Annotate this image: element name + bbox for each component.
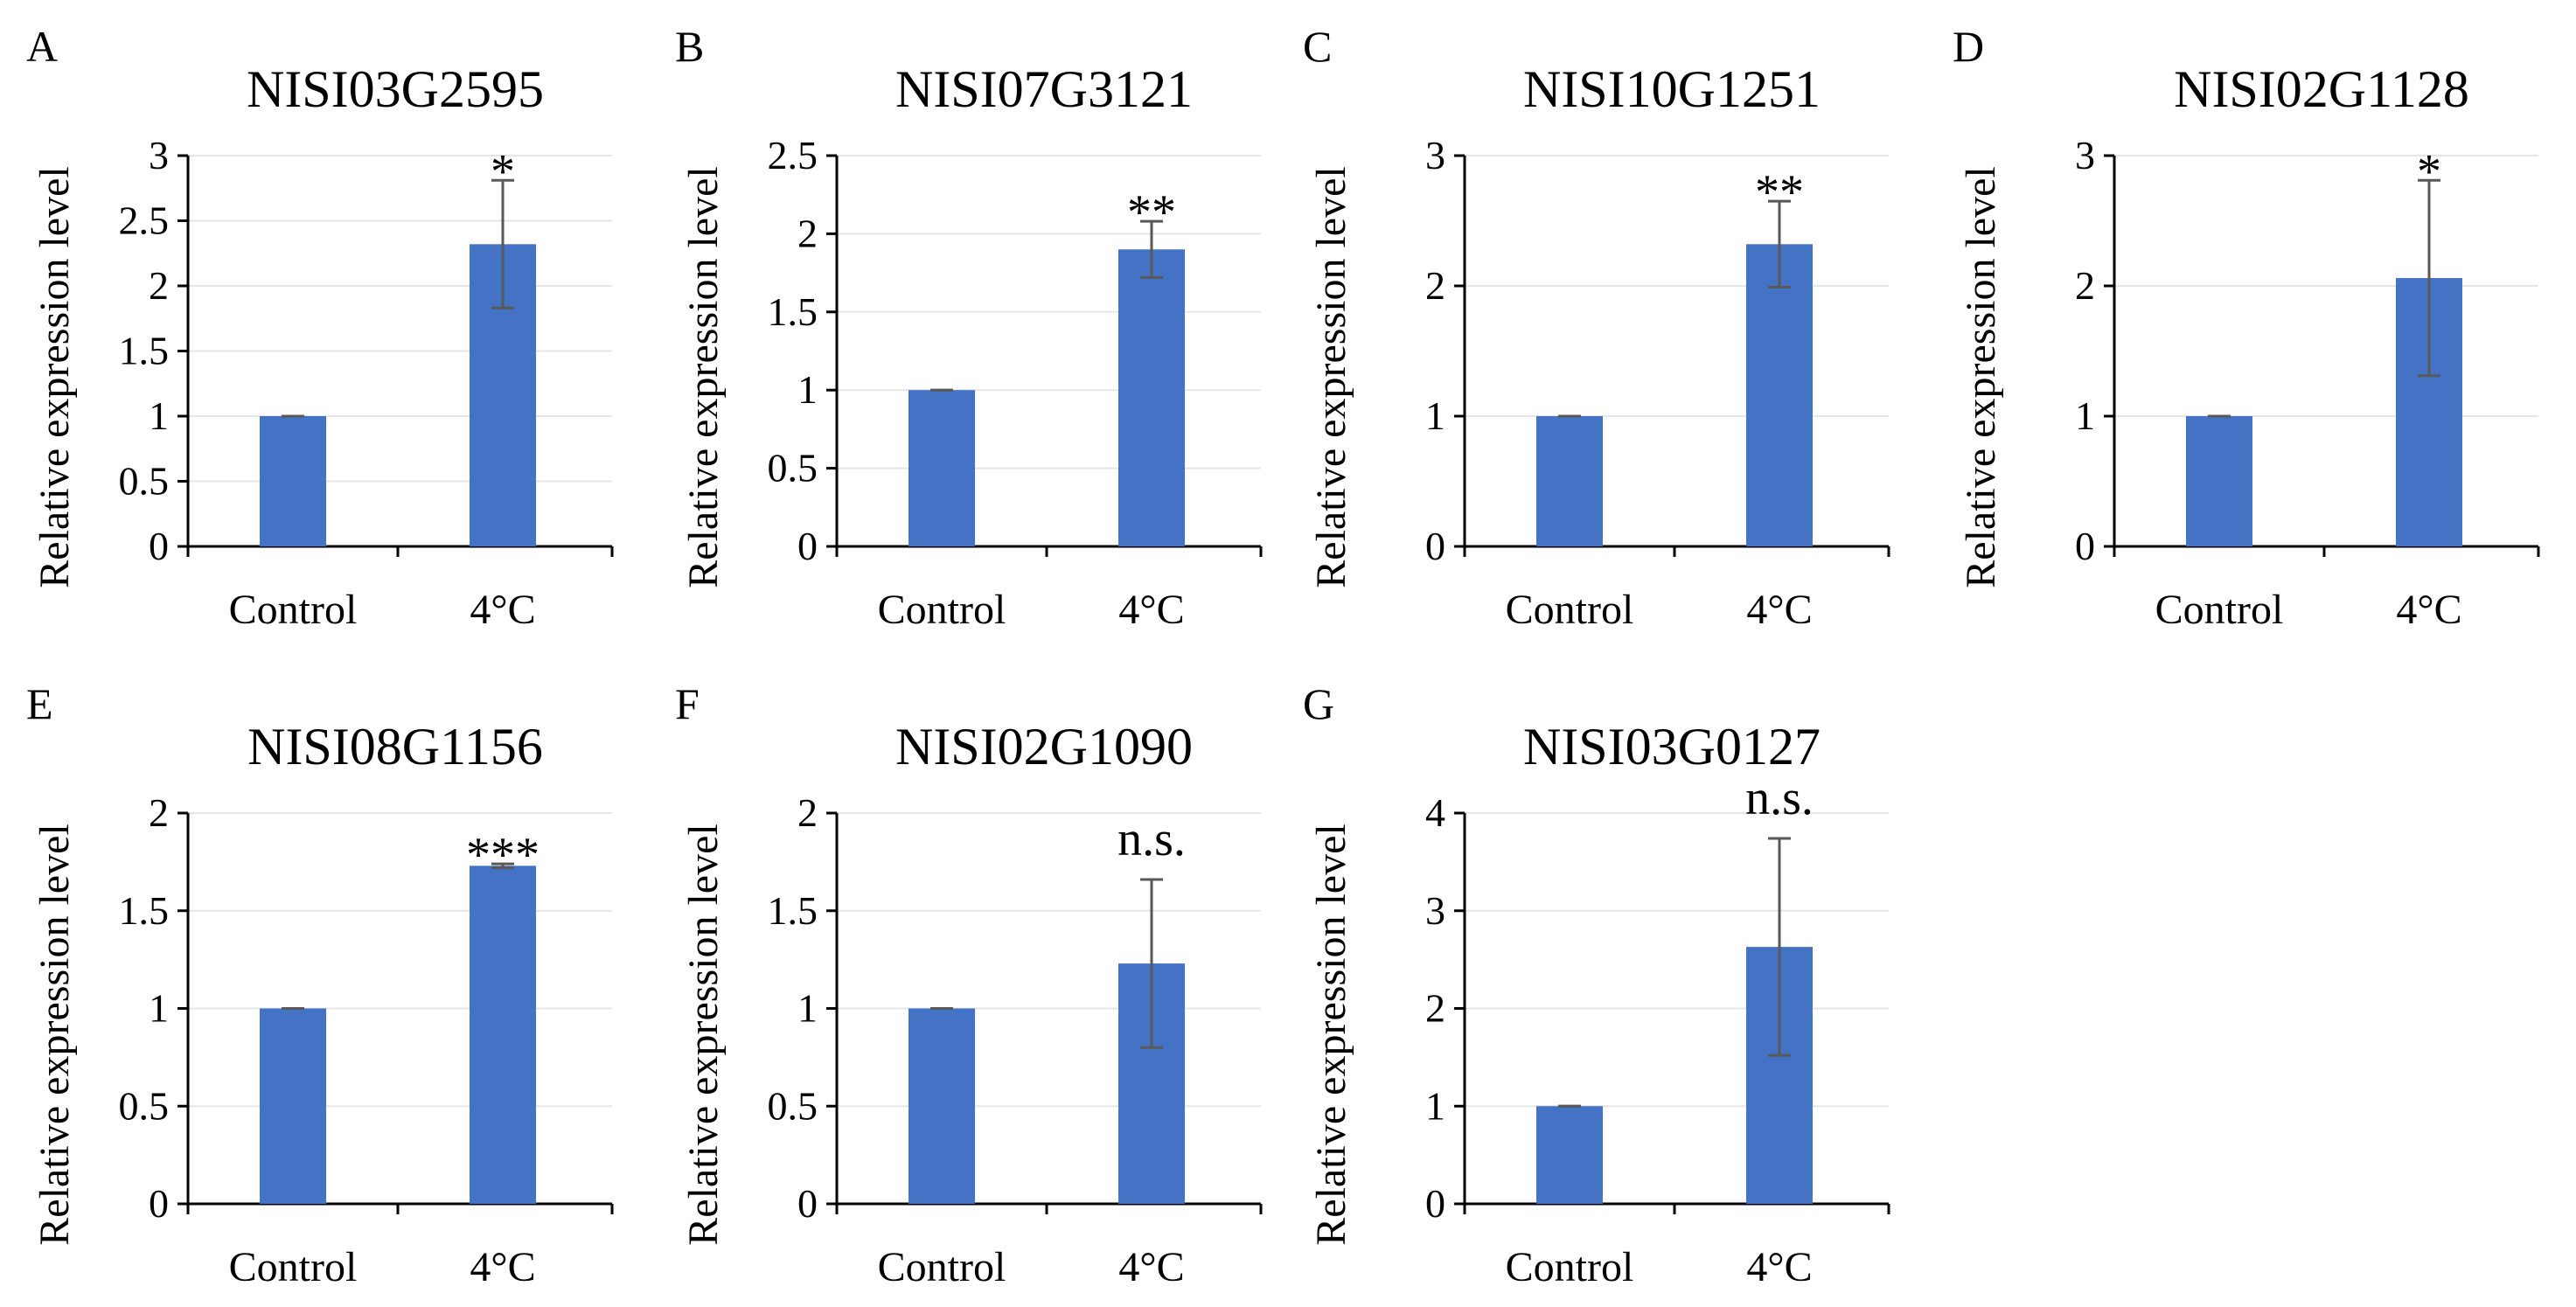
y-tick-label: 0 xyxy=(149,1181,169,1226)
y-tick-label: 2 xyxy=(149,790,169,835)
y-tick-label: 0 xyxy=(149,524,169,568)
bar-control xyxy=(260,1008,326,1204)
x-category-label: 4°C xyxy=(1746,1244,1812,1290)
x-category-label: 4°C xyxy=(1118,1244,1184,1290)
x-category-label: 4°C xyxy=(1118,587,1184,633)
panel-letter: G xyxy=(1303,679,1334,728)
significance-label: * xyxy=(2417,144,2441,198)
x-category-label: Control xyxy=(1506,587,1634,633)
chart-title: NISI10G1251 xyxy=(1523,60,1821,118)
chart-panel-f: 0 0.5 1 1.5 2 Control 4°C n.s. NISI02G1090 F Relat… xyxy=(675,679,1263,1290)
significance-label: ** xyxy=(1755,165,1804,219)
x-category-label: Control xyxy=(1506,1244,1634,1290)
y-tick-label: 3 xyxy=(1425,888,1445,933)
y-axis-title: Relative expression level xyxy=(31,166,78,588)
chart-panel-d: 0 1 2 3 Control 4°C * NISI02G1128 D Relative expr… xyxy=(1953,22,2540,633)
y-tick-label: 1.5 xyxy=(119,329,170,373)
chart-panel-g: 0 1 2 3 4 Control 4°C n.s.NISI03G0127 G Relative … xyxy=(1303,679,1890,1290)
y-axis-title: Relative expression level xyxy=(1958,166,2004,588)
y-tick-label: 2.5 xyxy=(119,198,170,243)
y-tick-label: 0 xyxy=(2075,524,2095,568)
y-axis-title: Relative expression level xyxy=(1308,166,1354,588)
bar-control xyxy=(909,1008,975,1204)
y-tick-label: 1 xyxy=(2075,393,2095,438)
y-tick-label: 2 xyxy=(2075,263,2095,308)
y-tick-label: 1 xyxy=(149,986,169,1031)
y-tick-label: 1 xyxy=(149,393,169,438)
panel-letter: D xyxy=(1953,22,1984,71)
y-tick-label: 0.5 xyxy=(768,446,818,490)
y-tick-label: 2.5 xyxy=(768,133,818,177)
x-category-label: Control xyxy=(878,587,1006,633)
bar-control xyxy=(909,390,975,546)
chart-title: NISI03G2595 xyxy=(247,60,544,118)
y-tick-label: 0 xyxy=(797,1181,818,1226)
panel-letter: B xyxy=(675,22,704,71)
y-tick-label: 2 xyxy=(1425,986,1445,1031)
chart-panel-c: 0 1 2 3 Control 4°C ** NISI10G1251 C Relative exp… xyxy=(1303,22,1890,633)
bar-control xyxy=(2186,416,2252,546)
x-category-label: Control xyxy=(229,587,358,633)
significance-label: *** xyxy=(466,828,540,882)
chart-panel-a: 0 0.5 1 1.5 2 2.5 3 Control 4°C * NISI03G2595 A Rela… xyxy=(26,22,614,633)
y-tick-label: 0.5 xyxy=(119,1083,170,1128)
x-category-label: Control xyxy=(229,1244,358,1290)
y-tick-label: 3 xyxy=(2075,133,2095,177)
y-tick-label: 3 xyxy=(149,133,169,177)
y-tick-label: 0 xyxy=(1425,1181,1445,1226)
y-axis-title: Relative expression level xyxy=(31,824,78,1246)
y-tick-label: 1.5 xyxy=(768,888,818,933)
chart-title: NISI07G3121 xyxy=(895,60,1193,118)
chart-panel-b: 0 0.5 1 1.5 2 2.5 Control 4°C ** NISI07G3121 B Rela… xyxy=(675,22,1263,633)
y-tick-label: 1 xyxy=(797,367,818,412)
significance-label: * xyxy=(491,144,515,198)
bar-control xyxy=(260,416,326,546)
y-axis-title: Relative expression level xyxy=(680,824,727,1246)
y-tick-label: 1 xyxy=(1425,393,1445,438)
bar-cold xyxy=(1746,244,1813,546)
y-tick-label: 1 xyxy=(1425,1083,1445,1128)
x-category-label: 4°C xyxy=(470,1244,535,1290)
y-tick-label: 4 xyxy=(1425,790,1445,835)
y-tick-label: 1.5 xyxy=(768,289,818,334)
y-tick-label: 2 xyxy=(149,263,169,308)
y-tick-label: 0 xyxy=(1425,524,1445,568)
significance-label: n.s. xyxy=(1117,812,1186,866)
y-tick-label: 3 xyxy=(1425,133,1445,177)
y-tick-label: 2 xyxy=(797,211,818,255)
y-tick-label: 1.5 xyxy=(119,888,170,933)
significance-label: n.s. xyxy=(1745,771,1814,825)
y-tick-label: 2 xyxy=(1425,263,1445,308)
y-tick-label: 0 xyxy=(797,524,818,568)
x-category-label: Control xyxy=(878,1244,1006,1290)
bar-control xyxy=(1536,416,1603,546)
bar-control xyxy=(1536,1106,1603,1204)
significance-label: ** xyxy=(1127,185,1176,240)
panel-letter: A xyxy=(26,22,58,71)
panel-letter: E xyxy=(26,679,53,728)
panel-letter: C xyxy=(1303,22,1332,71)
bar-cold xyxy=(1118,249,1185,546)
y-axis-title: Relative expression level xyxy=(680,166,727,588)
x-category-label: 4°C xyxy=(2396,587,2461,633)
x-category-label: 4°C xyxy=(470,587,535,633)
y-tick-label: 1 xyxy=(797,986,818,1031)
chart-title: NISI02G1128 xyxy=(2174,60,2469,118)
chart-title: NISI02G1090 xyxy=(895,718,1193,775)
y-axis-title: Relative expression level xyxy=(1308,824,1354,1246)
y-tick-label: 2 xyxy=(797,790,818,835)
chart-title: NISI03G0127 xyxy=(1523,718,1821,775)
panel-letter: F xyxy=(675,679,700,728)
x-category-label: 4°C xyxy=(1746,587,1812,633)
chart-title: NISI08G1156 xyxy=(247,718,543,775)
y-tick-label: 0.5 xyxy=(768,1083,818,1128)
x-category-label: Control xyxy=(2155,587,2284,633)
chart-panel-e: 0 0.5 1 1.5 2 Control 4°C *** NISI08G1156 E Relati… xyxy=(26,679,614,1290)
bar-cold xyxy=(470,866,536,1204)
y-tick-label: 0.5 xyxy=(119,459,170,504)
